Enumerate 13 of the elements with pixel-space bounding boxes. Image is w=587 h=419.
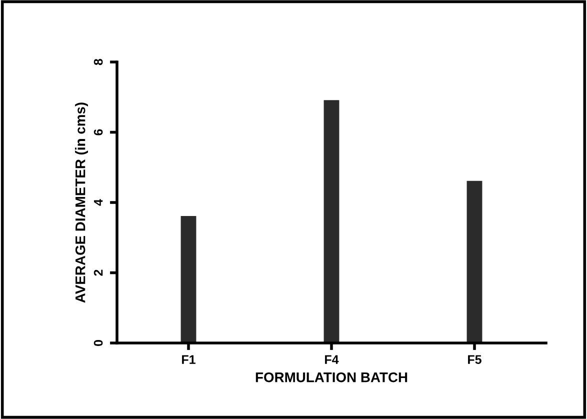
y-tick-label: 8 [94, 58, 103, 66]
y-tick-label: 0 [94, 340, 103, 346]
bar [180, 216, 196, 343]
y-tick-label: 6 [94, 129, 103, 136]
x-tick-label: F5 [468, 355, 482, 364]
y-axis-title: AVERAGE DIAMETER (in cms) [75, 102, 88, 303]
y-tick-label: 4 [94, 199, 103, 206]
x-tick-label: F4 [325, 355, 339, 364]
bar [324, 100, 340, 343]
bar [466, 180, 482, 343]
x-axis-title: FORMULATION BATCH [256, 372, 408, 382]
y-tick-label: 2 [94, 270, 103, 276]
x-tick-label: F1 [182, 355, 196, 364]
